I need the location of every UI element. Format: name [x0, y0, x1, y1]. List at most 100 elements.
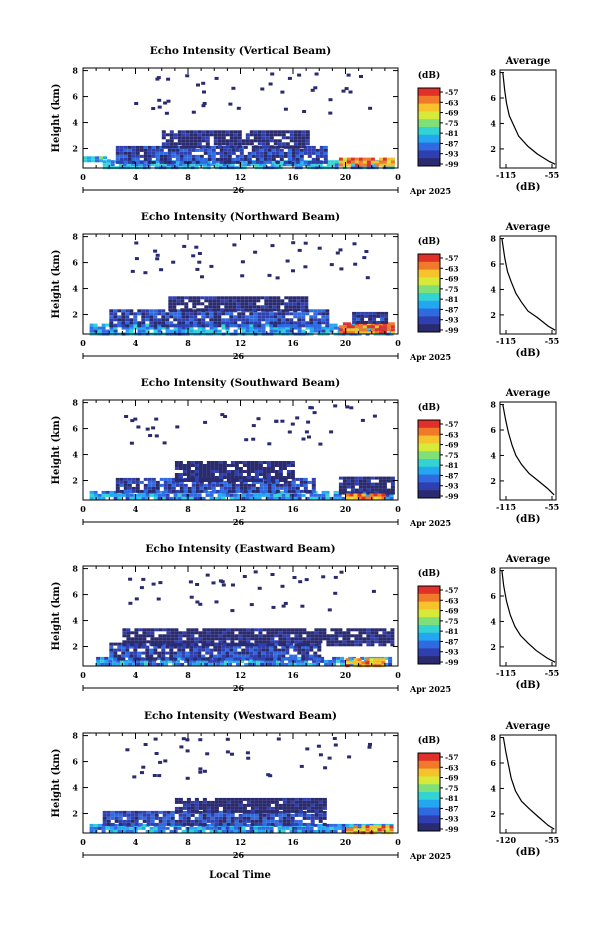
heatmap-cell — [259, 154, 264, 158]
heatmap-cell — [142, 631, 147, 635]
heatmap-cell — [249, 651, 254, 655]
heatmap-cell — [195, 486, 200, 490]
heatmap-cell — [109, 490, 114, 494]
heatmap-cell — [153, 737, 158, 741]
average-title: Average — [505, 56, 551, 67]
heatmap-cell — [322, 816, 327, 820]
heatmap-cell — [346, 157, 351, 161]
heatmap-cell — [254, 464, 259, 467]
heatmap-cell — [242, 476, 247, 479]
heatmap-cell — [230, 461, 235, 464]
heatmap-cell — [110, 813, 115, 817]
heatmap-cell — [294, 637, 299, 641]
heatmap-cell — [175, 425, 180, 429]
heatmap-cell — [384, 662, 389, 666]
heatmap-cell — [311, 157, 316, 161]
heatmap-cell — [185, 136, 190, 140]
heatmap-cell — [222, 797, 227, 801]
heatmap-cell — [198, 803, 203, 807]
heatmap-cell — [129, 324, 134, 328]
heatmap-cell — [382, 482, 387, 486]
heatmap-cell — [248, 302, 253, 306]
heatmap-cell — [132, 775, 137, 779]
heatmap-cell — [222, 631, 227, 635]
x-tick-label: 16 — [287, 670, 299, 680]
heatmap-cell — [288, 662, 293, 666]
heatmap-cell — [157, 829, 162, 833]
x-tick-label: 8 — [185, 172, 191, 182]
heatmap-cell — [349, 406, 354, 410]
heatmap-cell — [149, 321, 154, 325]
heatmap-cell — [368, 320, 373, 324]
heatmap-cell — [262, 628, 267, 632]
heatmap-cell — [125, 315, 130, 319]
heatmap-cell — [190, 813, 195, 817]
heatmap-cell — [266, 797, 271, 801]
heatmap-cell — [314, 628, 319, 632]
heatmap-cell — [113, 329, 118, 333]
heatmap-cell — [370, 637, 375, 641]
heatmap-cell — [161, 651, 166, 655]
heatmap-cell — [230, 643, 235, 647]
heatmap-cell — [194, 470, 199, 473]
heatmap-cell — [377, 829, 382, 833]
heatmap-cell — [250, 467, 255, 470]
heatmap-cell — [136, 662, 141, 666]
heatmap-cell — [161, 648, 166, 652]
heatmap-cell — [254, 803, 259, 807]
heatmap-cell — [135, 151, 140, 155]
heatmap-cell — [295, 416, 300, 420]
heatmap-cell — [173, 142, 178, 146]
heatmap-cell — [157, 326, 162, 330]
heatmap-cell — [206, 803, 211, 807]
heatmap-cell — [126, 643, 131, 647]
heatmap-cell — [250, 806, 255, 810]
heatmap-cell — [233, 829, 238, 833]
heatmap-cell — [218, 464, 223, 467]
heatmap-cell — [181, 651, 186, 655]
heatmap-cell — [239, 154, 244, 158]
heatmap-cell — [270, 160, 275, 164]
heatmap-cell — [316, 659, 321, 663]
heatmap-cell — [143, 151, 148, 155]
heatmap-cell — [220, 299, 225, 303]
heatmap-cell — [323, 148, 328, 152]
heatmap-cell — [245, 651, 250, 655]
heatmap-cell — [246, 467, 251, 470]
heatmap-cell — [140, 659, 145, 663]
heatmap-cell — [291, 477, 296, 481]
heatmap-cell — [194, 822, 199, 826]
heatmap-cell — [149, 648, 154, 652]
heatmap-cell — [147, 480, 152, 484]
heatmap-cell — [253, 318, 258, 322]
heatmap-cell — [225, 648, 230, 652]
heatmap-cell — [124, 415, 129, 418]
heatmap-cell — [125, 326, 130, 330]
heatmap-cell — [251, 151, 256, 155]
heatmap-cell — [173, 496, 178, 500]
colorbar-tick-label: -81 — [445, 129, 459, 138]
heatmap-cell — [102, 813, 107, 817]
heatmap-cell — [293, 136, 298, 140]
heatmap-cell — [173, 654, 178, 658]
colorbar-swatch — [418, 150, 440, 159]
colorbar-tick-label: -87 — [445, 305, 459, 314]
heatmap-cell — [154, 637, 159, 641]
heatmap-cell — [235, 160, 240, 164]
heatmap-cell — [234, 628, 239, 632]
heatmap-cell — [221, 826, 226, 830]
heatmap-cell — [269, 130, 274, 134]
heatmap-cell — [238, 631, 243, 635]
heatmap-cell — [252, 302, 257, 306]
heatmap-cell — [213, 826, 218, 830]
heatmap-cell — [265, 145, 270, 149]
heatmap-cell — [281, 329, 286, 333]
heatmap-cell — [349, 828, 354, 832]
heatmap-cell — [222, 470, 227, 473]
heatmap-cell — [260, 308, 265, 312]
heatmap-cell — [186, 637, 191, 641]
heatmap-cell — [281, 315, 286, 319]
heatmap-cell — [302, 643, 307, 647]
heatmap-cell — [153, 324, 158, 328]
heatmap-cell — [318, 628, 323, 632]
